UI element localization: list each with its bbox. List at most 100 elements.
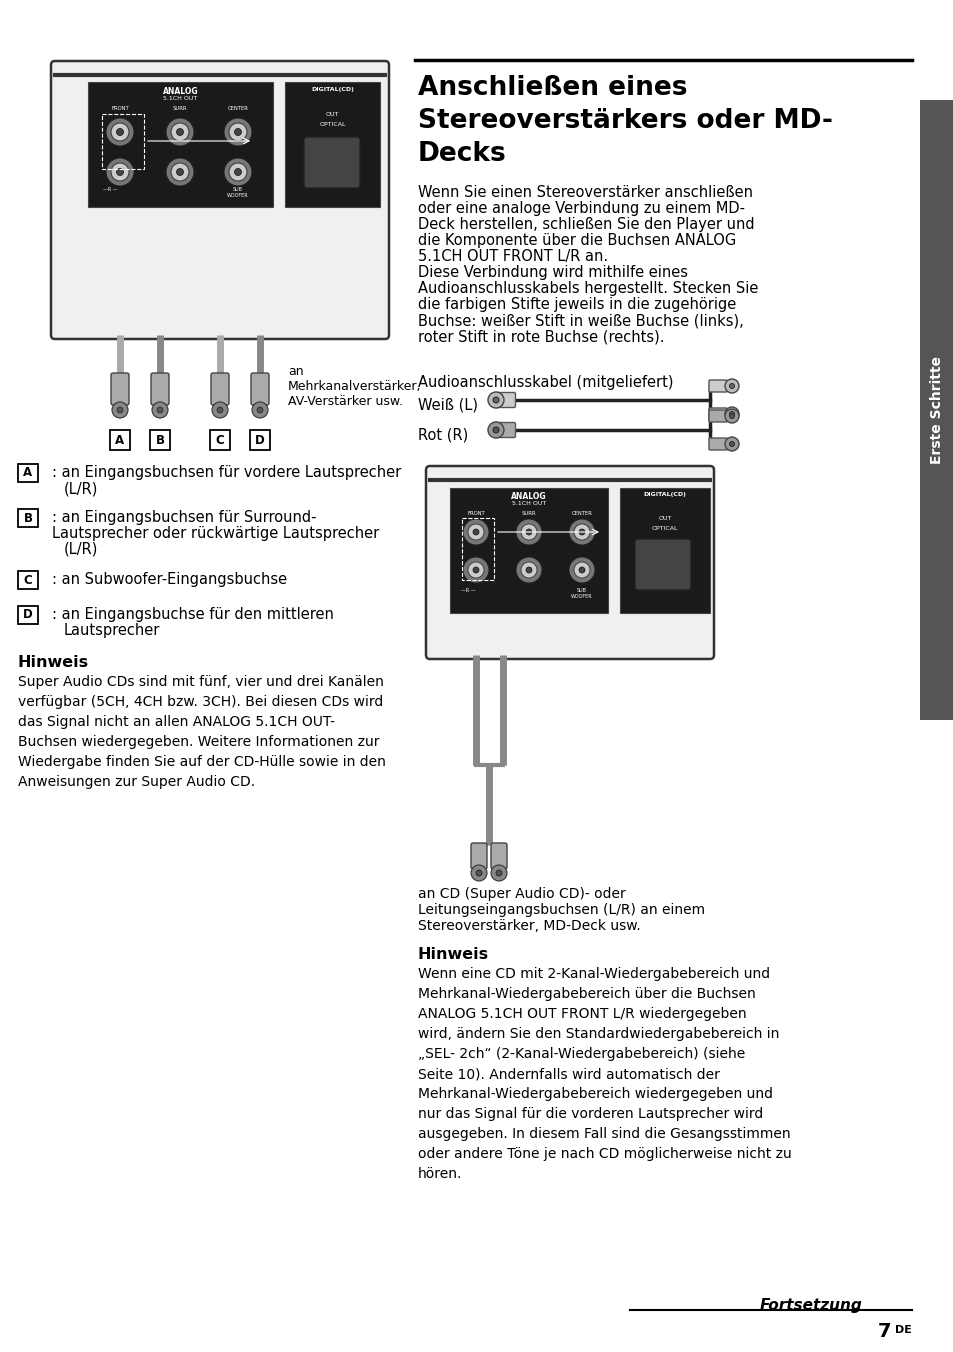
Text: (L/R): (L/R)	[64, 481, 98, 496]
FancyBboxPatch shape	[708, 380, 726, 392]
Text: FRONT: FRONT	[111, 105, 129, 111]
Circle shape	[216, 407, 223, 412]
Text: D: D	[254, 434, 265, 446]
Text: SUB
WOOFER: SUB WOOFER	[227, 187, 249, 197]
Text: OUT: OUT	[658, 516, 671, 521]
Bar	[102, 114, 144, 169]
Text: Super Audio CDs sind mit fünf, vier und drei Kanälen
verfügbar (5CH, 4CH bzw. 3C: Super Audio CDs sind mit fünf, vier und …	[18, 675, 385, 790]
Text: ANALOG: ANALOG	[511, 492, 546, 502]
Text: Erste Schritte: Erste Schritte	[929, 356, 943, 464]
Circle shape	[516, 519, 541, 545]
Circle shape	[724, 410, 739, 423]
Circle shape	[476, 869, 481, 876]
Bar	[450, 488, 607, 612]
FancyBboxPatch shape	[494, 392, 515, 407]
Bar	[285, 82, 379, 207]
Text: : an Subwoofer-Eingangsbuchse: : an Subwoofer-Eingangsbuchse	[52, 572, 287, 587]
Circle shape	[493, 397, 498, 403]
Bar	[619, 488, 709, 612]
Circle shape	[729, 411, 734, 416]
Bar	[150, 430, 170, 450]
Text: Deck herstellen, schließen Sie den Player und: Deck herstellen, schließen Sie den Playe…	[417, 218, 754, 233]
Circle shape	[116, 128, 123, 135]
FancyBboxPatch shape	[251, 373, 269, 406]
Text: Weiß (L): Weiß (L)	[417, 397, 477, 412]
Text: Wenn Sie einen Stereoverstärker anschließen: Wenn Sie einen Stereoverstärker anschlie…	[417, 185, 752, 200]
Circle shape	[212, 402, 228, 418]
FancyBboxPatch shape	[471, 844, 486, 869]
Text: 5.1CH OUT: 5.1CH OUT	[163, 96, 197, 101]
FancyBboxPatch shape	[304, 137, 359, 188]
Text: Fortsetzung: Fortsetzung	[760, 1298, 862, 1313]
Circle shape	[729, 442, 734, 446]
Text: roter Stift in rote Buchse (rechts).: roter Stift in rote Buchse (rechts).	[417, 329, 664, 343]
FancyBboxPatch shape	[708, 410, 726, 422]
Circle shape	[525, 566, 532, 573]
Circle shape	[468, 525, 483, 539]
Text: Diese Verbindung wird mithilfe eines: Diese Verbindung wird mithilfe eines	[417, 265, 687, 280]
Text: D: D	[23, 608, 32, 622]
Text: : an Eingangsbuchsen für Surround-: : an Eingangsbuchsen für Surround-	[52, 510, 316, 525]
Circle shape	[724, 407, 739, 420]
Text: Mehrkanalverstärker,: Mehrkanalverstärker,	[288, 380, 421, 393]
Bar	[18, 464, 38, 483]
Text: : an Eingangsbuchsen für vordere Lautsprecher: : an Eingangsbuchsen für vordere Lautspr…	[52, 465, 401, 480]
Circle shape	[152, 402, 168, 418]
Text: Leitungseingangsbuchsen (L/R) an einem: Leitungseingangsbuchsen (L/R) an einem	[417, 903, 704, 917]
FancyBboxPatch shape	[111, 373, 129, 406]
Text: Anschließen eines: Anschließen eines	[417, 74, 687, 101]
Bar	[210, 430, 230, 450]
Text: Lautsprecher: Lautsprecher	[64, 623, 160, 638]
Circle shape	[496, 869, 501, 876]
Circle shape	[520, 525, 537, 539]
Circle shape	[724, 437, 739, 452]
Circle shape	[574, 525, 589, 539]
Text: ANALOG: ANALOG	[163, 87, 198, 96]
Circle shape	[224, 118, 252, 146]
FancyBboxPatch shape	[211, 373, 229, 406]
Text: DE: DE	[894, 1325, 911, 1334]
Text: 5.1CH OUT FRONT L/R an.: 5.1CH OUT FRONT L/R an.	[417, 249, 607, 264]
Text: Audioanschlusskabels hergestellt. Stecken Sie: Audioanschlusskabels hergestellt. Stecke…	[417, 281, 758, 296]
Text: Hinweis: Hinweis	[417, 946, 489, 963]
Circle shape	[176, 128, 183, 135]
Text: OUT: OUT	[326, 112, 339, 118]
Circle shape	[525, 529, 532, 535]
Circle shape	[520, 562, 537, 579]
Text: SUB
WOOFER: SUB WOOFER	[571, 588, 592, 599]
Circle shape	[106, 158, 133, 187]
Circle shape	[111, 123, 129, 141]
Circle shape	[471, 865, 486, 882]
Circle shape	[111, 164, 129, 181]
Text: Buchse: weißer Stift in weiße Buchse (links),: Buchse: weißer Stift in weiße Buchse (li…	[417, 314, 743, 329]
Text: SURR: SURR	[172, 105, 187, 111]
Circle shape	[157, 407, 163, 412]
Circle shape	[112, 402, 128, 418]
Circle shape	[493, 427, 498, 433]
Text: an CD (Super Audio CD)- oder: an CD (Super Audio CD)- oder	[417, 887, 625, 900]
Circle shape	[116, 169, 123, 176]
Circle shape	[491, 865, 506, 882]
Text: OPTICAL: OPTICAL	[319, 122, 345, 127]
Circle shape	[473, 529, 478, 535]
Circle shape	[256, 407, 263, 412]
Text: Hinweis: Hinweis	[18, 654, 89, 671]
Text: AV-Verstärker usw.: AV-Verstärker usw.	[288, 395, 402, 408]
FancyBboxPatch shape	[494, 422, 515, 438]
Circle shape	[171, 123, 189, 141]
Circle shape	[234, 169, 241, 176]
Text: B: B	[24, 511, 32, 525]
Circle shape	[224, 158, 252, 187]
Text: 7: 7	[877, 1322, 890, 1341]
Circle shape	[166, 118, 193, 146]
Circle shape	[568, 519, 595, 545]
Text: Stereoverstärker, MD-Deck usw.: Stereoverstärker, MD-Deck usw.	[417, 919, 640, 933]
Circle shape	[176, 169, 183, 176]
Text: : an Eingangsbuchse für den mittleren: : an Eingangsbuchse für den mittleren	[52, 607, 334, 622]
Text: die Komponente über die Buchsen ANALOG: die Komponente über die Buchsen ANALOG	[417, 233, 736, 247]
Text: Decks: Decks	[417, 141, 506, 168]
Circle shape	[171, 164, 189, 181]
Text: 5.1CH OUT: 5.1CH OUT	[512, 502, 545, 506]
Text: C: C	[24, 573, 32, 587]
Circle shape	[252, 402, 268, 418]
